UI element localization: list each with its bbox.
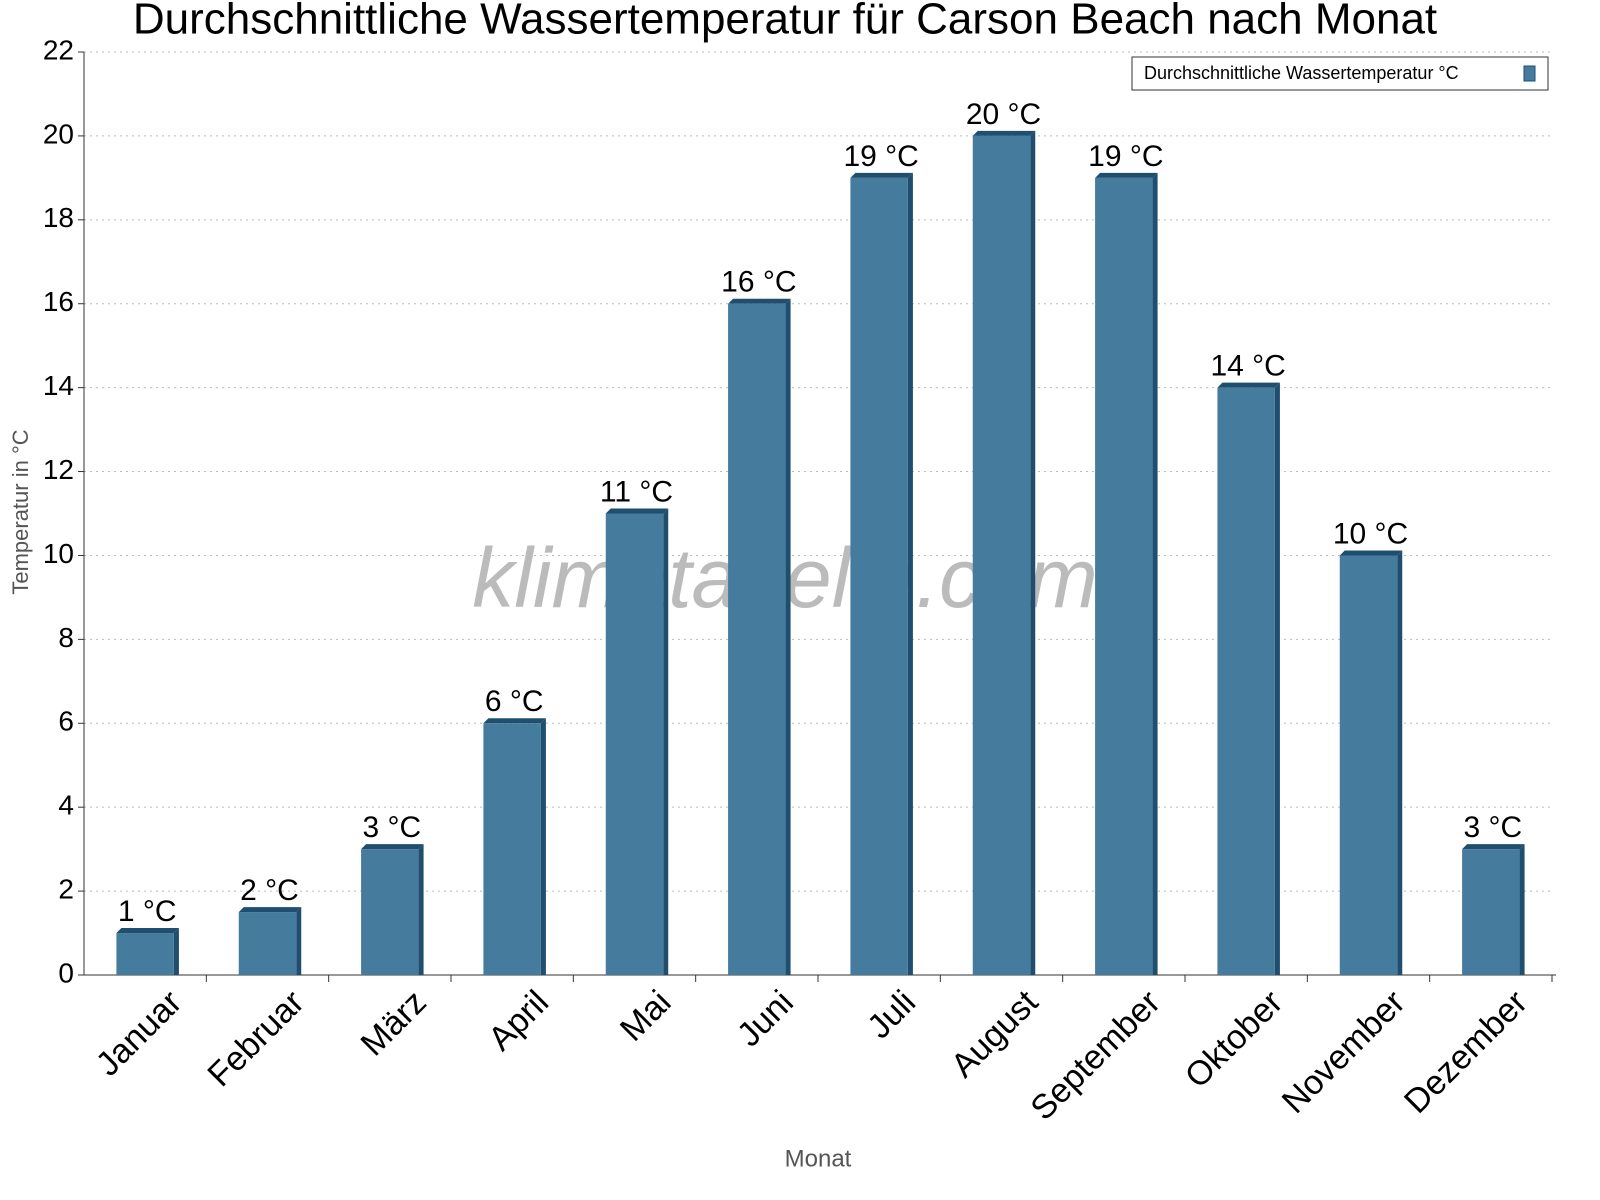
bar — [728, 303, 786, 975]
bar-top — [728, 298, 791, 304]
bar-top — [972, 130, 1036, 136]
y-tick-label: 8 — [58, 622, 74, 653]
bar-side — [1030, 130, 1036, 976]
bar-top — [1217, 382, 1280, 388]
bar-side — [296, 907, 302, 975]
bar — [238, 912, 297, 975]
bar-top — [850, 172, 913, 178]
x-tick-label: März — [354, 983, 434, 1063]
data-label: 19 °C — [1088, 140, 1163, 173]
data-label: 10 °C — [1333, 517, 1408, 550]
bar-top — [1462, 844, 1525, 850]
y-tick-label: 6 — [58, 706, 74, 737]
y-tick-label: 4 — [58, 790, 74, 821]
y-tick-label: 10 — [43, 538, 74, 569]
bar — [605, 513, 664, 975]
x-tick-label: September — [1023, 983, 1167, 1127]
y-tick-label: 2 — [58, 873, 74, 904]
data-label: 6 °C — [485, 685, 544, 718]
bar-side — [418, 844, 424, 975]
bar-top — [1339, 550, 1403, 556]
x-tick-label: November — [1275, 983, 1413, 1121]
bar-side — [1397, 550, 1403, 975]
bar — [1462, 849, 1520, 975]
bar-side — [785, 298, 791, 975]
y-tick-label: 22 — [43, 34, 74, 65]
chart-title: Durchschnittliche Wassertemperatur für C… — [133, 0, 1437, 44]
legend-label: Durchschnittliche Wassertemperatur °C — [1144, 63, 1459, 83]
bar-side — [907, 172, 913, 975]
data-label: 14 °C — [1210, 350, 1285, 383]
bar-top — [361, 844, 424, 850]
data-label: 1 °C — [118, 895, 177, 928]
bar — [1217, 387, 1275, 975]
x-tick-label: Juli — [860, 983, 923, 1046]
x-tick-label: Juni — [730, 983, 801, 1054]
data-label: 2 °C — [240, 874, 299, 907]
bar — [116, 933, 174, 975]
x-tick-label: April — [481, 983, 556, 1058]
data-label: 3 °C — [1463, 811, 1522, 844]
bar-top — [1095, 172, 1158, 178]
data-label: 20 °C — [966, 98, 1041, 131]
bar — [972, 135, 1031, 976]
bar-side — [1274, 382, 1280, 975]
x-tick-label: Oktober — [1178, 983, 1290, 1095]
bar — [483, 723, 541, 975]
bar — [361, 849, 419, 975]
x-tick-label: Dezember — [1397, 983, 1535, 1121]
legend-swatch — [1523, 65, 1536, 82]
data-label: 19 °C — [843, 140, 918, 173]
bar-top — [238, 907, 302, 913]
x-tick-label: Februar — [200, 983, 311, 1094]
x-tick-label: August — [944, 983, 1046, 1085]
x-tick-label: Januar — [89, 983, 189, 1083]
y-tick-label: 20 — [43, 118, 74, 149]
bar-top — [483, 718, 546, 724]
y-tick-label: 12 — [43, 454, 74, 485]
bar — [850, 177, 908, 975]
y-axis-label: Temperatur in °C — [8, 429, 33, 594]
bar-side — [173, 928, 179, 975]
data-label: 3 °C — [362, 811, 421, 844]
x-axis-label: Monat — [785, 1145, 852, 1172]
bar-side — [540, 718, 546, 975]
y-tick-label: 18 — [43, 202, 74, 233]
bar — [1095, 177, 1153, 975]
y-tick-label: 16 — [43, 286, 74, 317]
legend-box — [1131, 56, 1549, 91]
bar — [1339, 555, 1398, 975]
data-label: 11 °C — [600, 475, 673, 508]
data-label: 16 °C — [721, 266, 796, 299]
bar-top — [116, 928, 179, 934]
bar-side — [1519, 844, 1525, 975]
bar-side — [1152, 172, 1158, 975]
y-tick-label: 0 — [58, 957, 74, 988]
y-tick-label: 14 — [43, 370, 74, 401]
bar-top — [605, 508, 669, 514]
x-tick-label: Mai — [613, 983, 679, 1049]
bar-side — [663, 508, 669, 975]
